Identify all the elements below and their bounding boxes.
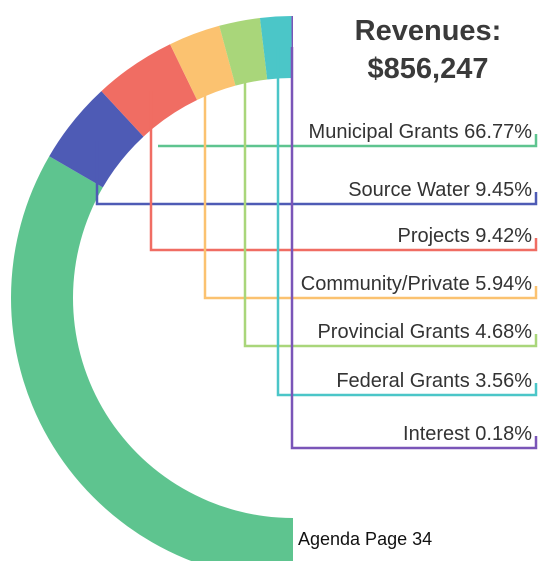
slice-label-projects: Projects 9.42% — [397, 225, 532, 247]
leader-lines — [95, 47, 538, 450]
agenda-page-label: Agenda Page 34 — [298, 529, 432, 549]
leader-line-municipal-grants — [158, 134, 538, 148]
donut-slice-municipal-grants — [11, 156, 293, 561]
slice-label-community-private: Community/Private 5.94% — [301, 273, 532, 295]
donut-slice-community-private — [170, 25, 236, 101]
slice-label-source-water: Source Water 9.45% — [348, 179, 532, 201]
donut-arcs — [11, 16, 293, 561]
donut-slice-provincial-grants — [219, 17, 268, 86]
leader-line-projects — [149, 91, 538, 252]
leader-line-source-water — [95, 141, 538, 206]
slice-label-interest: Interest 0.18% — [403, 423, 532, 445]
donut-slice-source-water — [49, 91, 144, 188]
leader-line-provincial-grants — [243, 52, 538, 348]
slice-label-municipal-grants: Municipal Grants 66.77% — [309, 121, 533, 143]
leader-line-community-private — [203, 63, 538, 300]
donut-slice-federal-grants — [259, 16, 292, 80]
leader-line-federal-grants — [276, 47, 538, 397]
slice-labels: Municipal Grants 66.77% Source Water 9.45… — [301, 121, 532, 445]
donut-slice-projects — [101, 44, 198, 137]
slice-label-federal-grants: Federal Grants 3.56% — [336, 370, 532, 392]
leader-line-interest — [290, 47, 538, 450]
chart-title-line2: $856,247 — [368, 53, 489, 85]
chart-title-line1: Revenues: — [355, 15, 502, 47]
slice-label-provincial-grants: Provincial Grants 4.68% — [317, 321, 532, 343]
